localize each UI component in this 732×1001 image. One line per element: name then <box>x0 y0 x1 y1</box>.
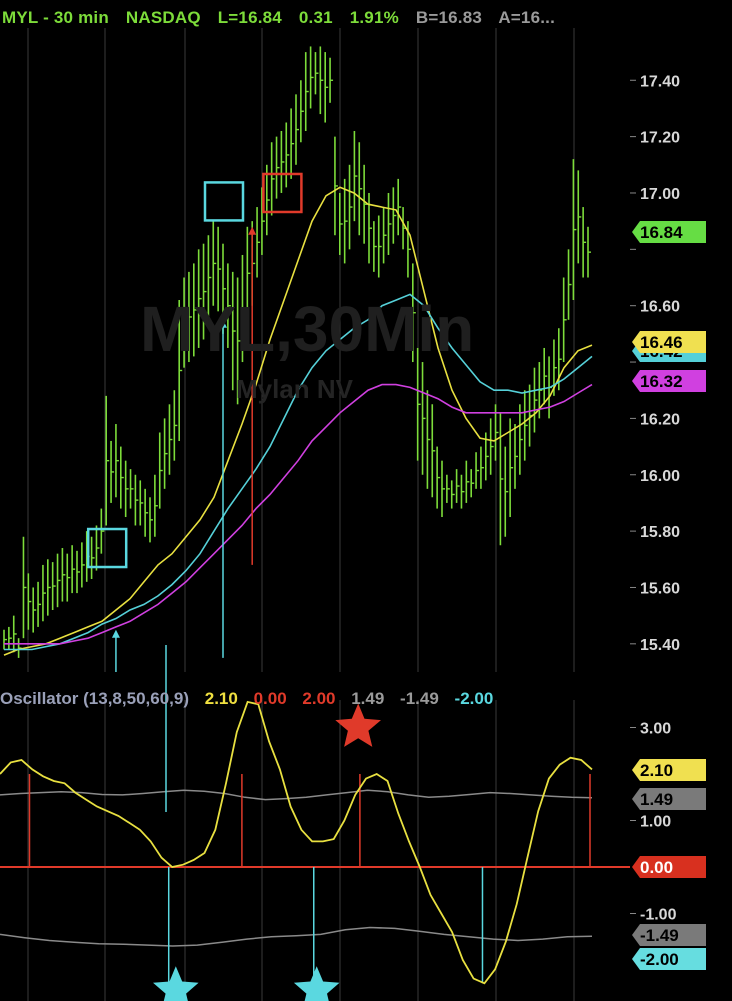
quote-header: MYL - 30 min NASDAQ L=16.84 0.31 1.91% B… <box>2 8 567 28</box>
osc-value-4: 1.49 <box>351 689 385 708</box>
osc-value-tag-shape <box>632 759 706 781</box>
ma-slow-tag: 16.32 <box>632 370 706 392</box>
bid-price: B=16.83 <box>415 8 483 27</box>
signal-arrow-head <box>248 226 257 235</box>
osc-value-1: 2.10 <box>204 689 238 708</box>
ma-slow-tag-text: 16.32 <box>640 372 683 391</box>
price-tick-label: 17.00 <box>640 186 680 203</box>
signal-box-marker <box>262 172 303 214</box>
signal-box-marker <box>203 181 245 222</box>
oscillator-title[interactable]: Oscillator (13,8,50,60,9) <box>0 689 189 708</box>
ma-fast-tag-text: 16.46 <box>640 333 683 352</box>
osc-value-tag: -2.00 <box>632 948 706 970</box>
osc-value-tag: -1.49 <box>632 924 706 946</box>
watermark-symbol: MYL,30Min <box>140 293 475 365</box>
watermark-name: Mylan NV <box>236 374 354 404</box>
ma-mid-line <box>4 293 593 651</box>
osc-value-tag: 2.10 <box>632 759 706 781</box>
osc-value-5: -1.49 <box>400 689 439 708</box>
osc-value-tag-text: -1.49 <box>640 926 679 945</box>
signal-arrow-head <box>111 629 120 638</box>
oscillator-line <box>0 700 593 985</box>
last-price: L=16.84 <box>217 8 282 27</box>
price-tick-label: 17.20 <box>640 130 680 147</box>
exchange-label: NASDAQ <box>125 8 201 27</box>
osc-value-tag: 1.49 <box>632 788 706 810</box>
red-star-marker <box>335 703 381 747</box>
osc-value-tag-text: 2.10 <box>640 761 673 780</box>
osc-value-tag-shape <box>632 788 706 810</box>
signal-box-marker <box>86 527 128 569</box>
last-price-tag: 16.84 <box>632 221 706 243</box>
net-change: 0.31 <box>298 8 333 27</box>
price-tick-label: 16.60 <box>640 299 680 316</box>
last-price-tag-shape <box>632 221 706 243</box>
signal-arrow-head <box>219 319 227 328</box>
osc-value-tag-text: 1.49 <box>640 790 673 809</box>
osc-lower-band <box>0 926 593 947</box>
osc-value-tag-shape <box>632 924 706 946</box>
osc-value-tag-shape <box>632 856 706 878</box>
price-tick-label: 15.80 <box>640 524 680 541</box>
cyan-star-marker <box>153 966 199 1001</box>
ask-price: A=16... <box>498 8 556 27</box>
percent-change: 1.91% <box>349 8 399 27</box>
osc-value-2: 0.00 <box>253 689 287 708</box>
price-tick-label: 16.20 <box>640 411 680 428</box>
osc-tick-label: 1.00 <box>640 814 671 831</box>
osc-value-3: 2.00 <box>302 689 336 708</box>
osc-upper-band <box>0 789 593 801</box>
ma-fast-tag: 16.46 <box>632 331 706 353</box>
osc-value-tag-text: -2.00 <box>640 950 679 969</box>
symbol-interval[interactable]: MYL - 30 min <box>2 8 109 27</box>
osc-tick-label: -1.00 <box>640 907 677 924</box>
ma-fast-line <box>3 186 593 656</box>
osc-value-tag-shape <box>632 948 706 970</box>
price-tick-label: 15.60 <box>640 580 680 597</box>
osc-value-tag-text: 0.00 <box>640 858 673 877</box>
ma-slow-line <box>4 383 593 645</box>
price-tick-label: 17.40 <box>640 73 680 90</box>
price-tick-label: 15.40 <box>640 637 680 654</box>
last-price-tag-text: 16.84 <box>640 223 683 242</box>
oscillator-header: Oscillator (13,8,50,60,9) 2.10 0.00 2.00… <box>0 689 504 709</box>
cyan-star-marker <box>293 966 340 1001</box>
osc-value-6: -2.00 <box>454 689 494 708</box>
ma-slow-tag-shape <box>632 370 706 392</box>
osc-value-tag: 0.00 <box>632 856 706 878</box>
osc-tick-label: 3.00 <box>640 721 671 738</box>
ma-fast-tag-shape <box>632 331 706 353</box>
price-tick-label: 16.00 <box>640 468 680 485</box>
